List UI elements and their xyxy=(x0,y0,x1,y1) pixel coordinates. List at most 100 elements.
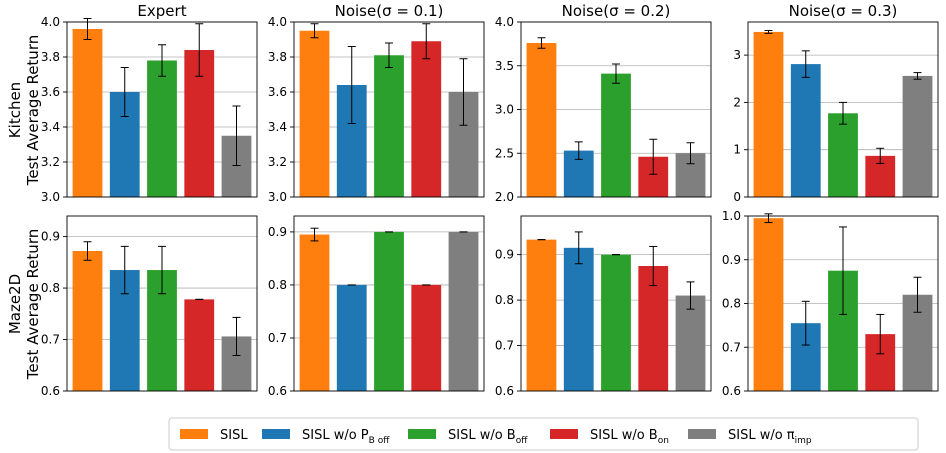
legend-label-no-p-boff: SISL w/o PB off xyxy=(302,428,390,446)
error-bar-no-p-boff xyxy=(574,141,583,160)
legend-swatch-no-p-boff xyxy=(262,429,290,439)
ytick-label: 0.6 xyxy=(41,384,60,398)
legend-label-no-b-on-main: SISL w/o B xyxy=(590,428,658,443)
legend-label-no-p-boff-sub: B off xyxy=(369,436,391,446)
panel-title: Expert xyxy=(137,2,186,20)
panel-8: 0.6 0.7 0.8 0.9 1.0 xyxy=(722,209,939,398)
bar-no-b-off xyxy=(601,254,631,391)
ytick-label: 0.9 xyxy=(268,225,287,239)
axes-frame xyxy=(520,215,712,392)
axes-frame xyxy=(66,215,258,392)
bar-no-pi-imp xyxy=(675,295,706,391)
error-bar-no-b-off xyxy=(612,63,620,84)
ytick-label: 3.0 xyxy=(41,190,60,204)
ytick-label: 4.0 xyxy=(41,15,60,29)
error-bar-no-pi-imp xyxy=(232,105,241,166)
ytick-label: 3.0 xyxy=(495,103,514,117)
ytick-label: 3.8 xyxy=(268,50,287,64)
ytick-label: 3.8 xyxy=(41,50,60,64)
bar-no-pi-imp xyxy=(902,75,933,197)
bar-no-b-on xyxy=(411,284,442,391)
bar-no-p-boff xyxy=(563,247,594,391)
legend-label-no-b-off-main: SISL w/o B xyxy=(448,428,516,443)
error-bar-no-b-off xyxy=(839,101,847,125)
legend-label-no-p-boff-main: SISL w/o P xyxy=(302,428,369,443)
legend-frame xyxy=(168,417,919,451)
legend-label-sisl: SISL xyxy=(220,428,248,443)
legend: SISL SISL w/o PB off SISL w/o Boff SISL … xyxy=(168,417,919,451)
error-bar-no-b-on xyxy=(649,138,658,175)
panel-title: Noise(σ = 0.3) xyxy=(789,2,898,20)
legend-label-no-b-on: SISL w/o Bon xyxy=(590,428,669,446)
row-label-maze2d-line2: Test Average Return xyxy=(24,229,42,380)
row-labels: Kitchen Test Average Return Maze2D Test … xyxy=(6,35,42,380)
ytick-label: 3.4 xyxy=(268,120,287,134)
ytick-label: 2.5 xyxy=(495,146,514,160)
error-bar-no-b-off xyxy=(158,44,166,77)
ytick-label: 3.2 xyxy=(268,155,287,169)
ytick-label: 4.0 xyxy=(495,15,514,29)
legend-swatch-no-b-on xyxy=(550,429,578,439)
ytick-label: 0.8 xyxy=(41,281,60,295)
error-bar-no-pi-imp xyxy=(232,316,241,356)
error-bar-no-p-boff xyxy=(347,46,356,124)
ytick-label: 3.6 xyxy=(41,85,60,99)
panel-3: 2.0 2.5 3.0 3.5 4.0 Noise(σ = 0.2) xyxy=(495,2,712,204)
error-bar-no-b-off xyxy=(839,226,847,315)
ytick-label: 3.5 xyxy=(495,59,514,73)
error-bar-no-pi-imp xyxy=(913,276,922,313)
ytick-label: 4.0 xyxy=(268,15,287,29)
error-bar-no-p-boff xyxy=(801,50,810,78)
error-bar-no-pi-imp xyxy=(913,72,922,80)
legend-label-no-pi-imp-main: SISL w/o π xyxy=(728,428,795,443)
panel-2: 3.0 3.2 3.4 3.6 3.8 4.0 Noise(σ = 0.1) xyxy=(268,2,485,204)
ytick-label: 0.6 xyxy=(268,384,287,398)
ytick-label: 3.2 xyxy=(41,155,60,169)
panel-1: 3.0 3.2 3.4 3.6 3.8 4.0 Expert xyxy=(41,2,258,204)
panel-7: 0.6 0.7 0.8 0.9 xyxy=(495,215,712,398)
ytick-label: 0.7 xyxy=(722,340,741,354)
ytick-label: 0.9 xyxy=(41,230,60,244)
bar-sisl xyxy=(299,234,330,391)
legend-label-no-pi-imp: SISL w/o πimp xyxy=(728,428,812,446)
ytick-label: 0.7 xyxy=(41,333,60,347)
error-bar-no-b-on xyxy=(876,147,885,164)
axes-frame xyxy=(293,21,485,198)
error-bar-no-b-on xyxy=(876,313,885,355)
panel-5: 0.6 0.7 0.8 0.9 xyxy=(41,215,258,398)
legend-swatch-no-pi-imp xyxy=(688,429,716,439)
bar-no-b-on xyxy=(638,266,669,391)
bar-no-b-on xyxy=(411,41,442,197)
ytick-label: 3.6 xyxy=(268,85,287,99)
panel-title: Noise(σ = 0.2) xyxy=(562,2,671,20)
error-bar-no-p-boff xyxy=(120,67,129,117)
axes-frame xyxy=(66,21,258,198)
legend-label-no-b-on-sub: on xyxy=(658,436,669,446)
bar-no-b-off xyxy=(828,113,858,197)
ytick-label: 0.8 xyxy=(495,293,514,307)
ytick-label: 3.0 xyxy=(268,190,287,204)
error-bar-sisl xyxy=(537,37,546,49)
ytick-label: 3 xyxy=(733,48,741,62)
legend-label-no-b-off-sub: off xyxy=(516,436,529,446)
error-bar-sisl xyxy=(310,227,319,242)
error-bar-no-b-on xyxy=(422,23,431,60)
ytick-label: 3.4 xyxy=(41,120,60,134)
legend-swatch-no-b-off xyxy=(408,429,436,439)
error-bar-no-pi-imp xyxy=(686,142,695,165)
row-label-maze2d-line1: Maze2D xyxy=(6,274,24,334)
bar-sisl xyxy=(753,218,784,391)
ytick-label: 0.9 xyxy=(495,248,514,262)
ytick-label: 0.6 xyxy=(495,384,514,398)
bar-no-p-boff xyxy=(790,64,821,197)
legend-label-no-b-off: SISL w/o Boff xyxy=(448,428,528,446)
bar-no-b-off xyxy=(374,55,404,197)
ytick-label: 0 xyxy=(733,190,741,204)
ytick-label: 2.0 xyxy=(495,190,514,204)
bar-sisl xyxy=(753,31,784,197)
bar-sisl xyxy=(299,30,330,197)
bar-no-p-boff xyxy=(336,284,367,391)
bar-sisl xyxy=(526,43,557,197)
bar-no-b-off xyxy=(601,73,631,197)
